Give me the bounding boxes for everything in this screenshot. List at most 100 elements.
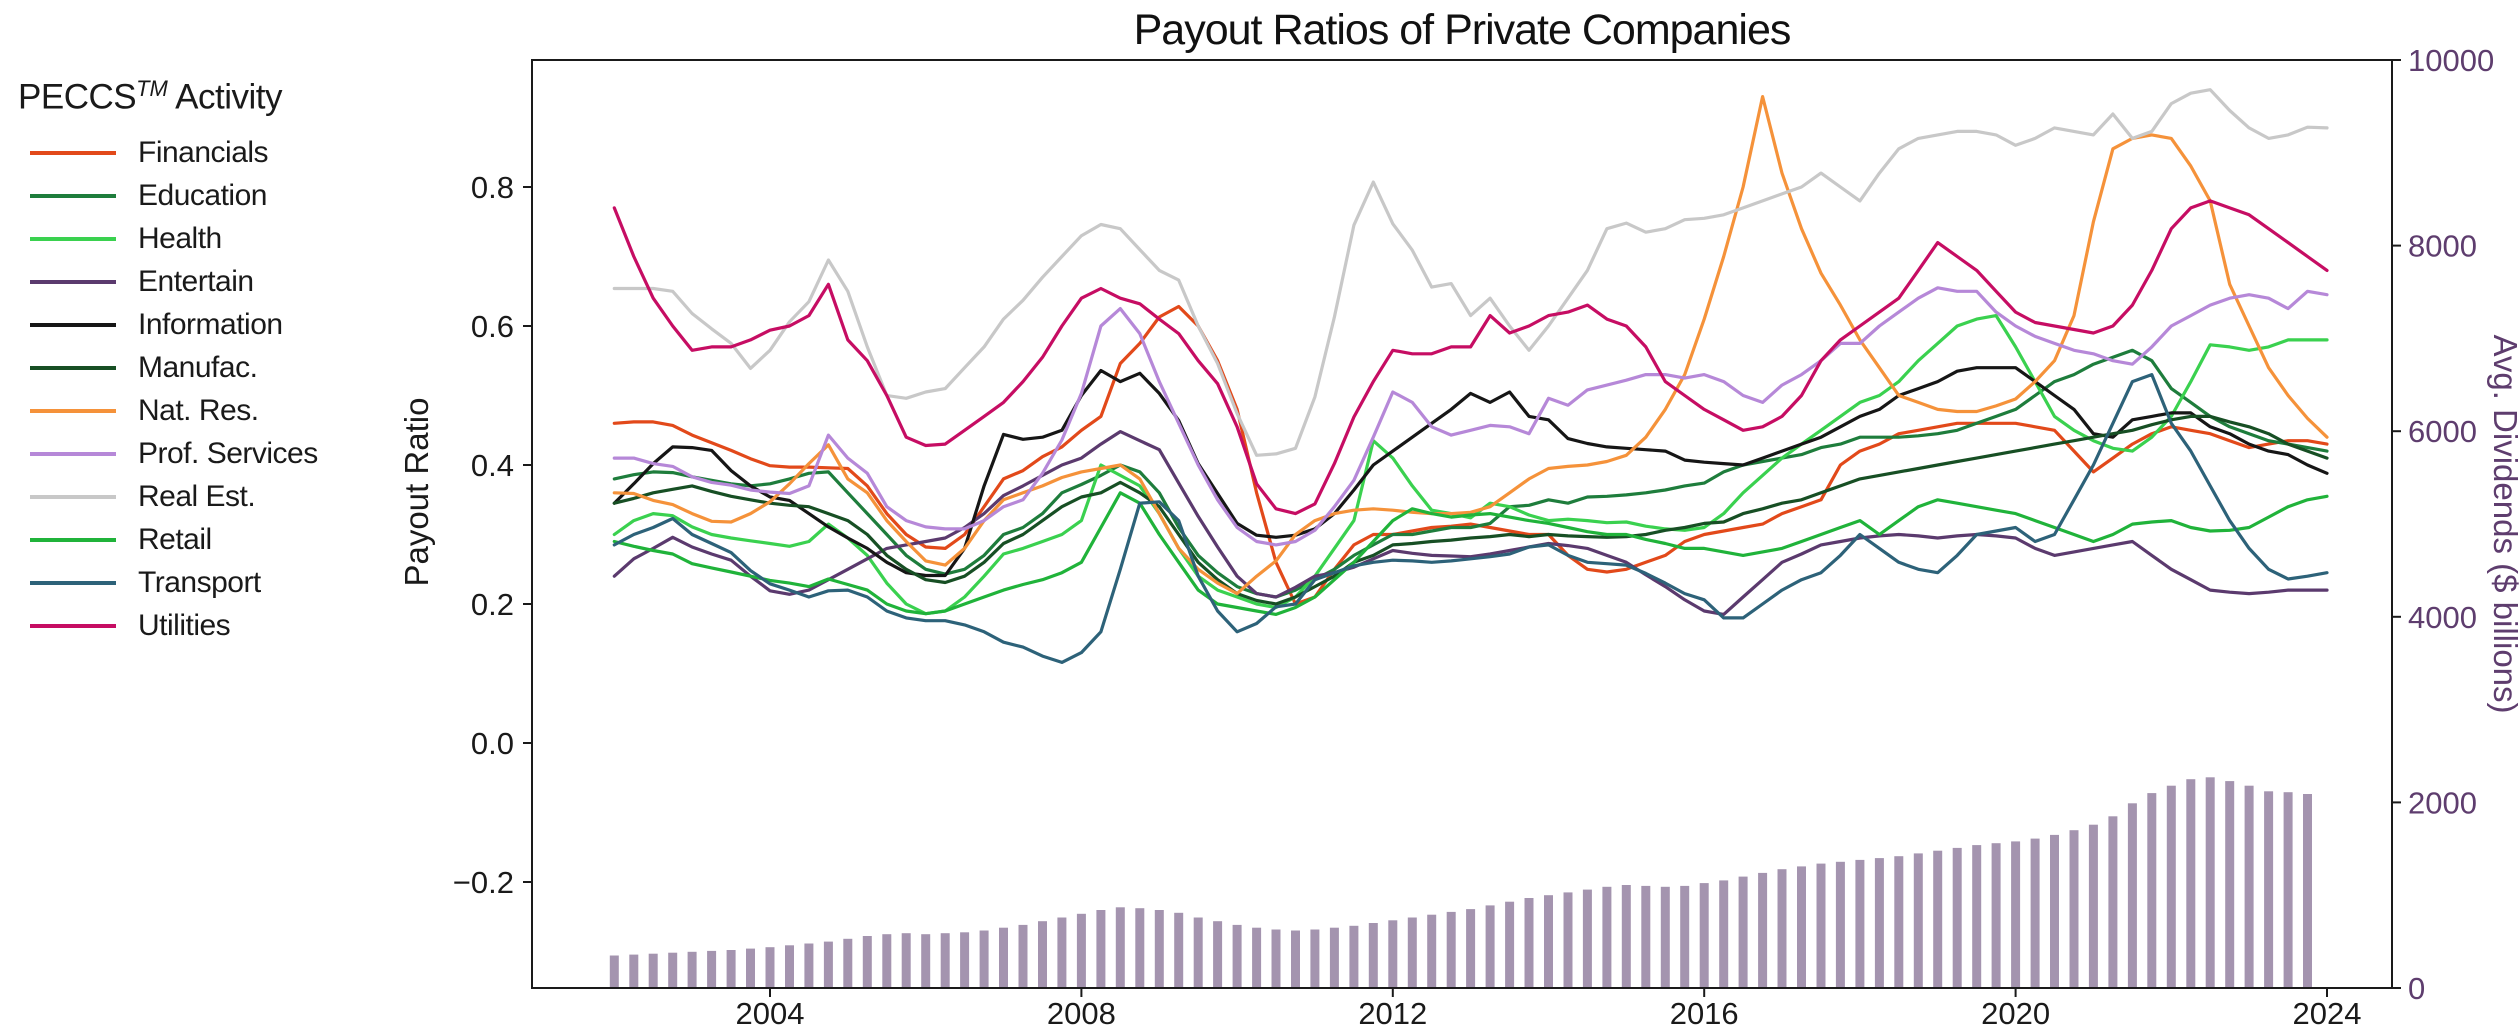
dividend-bar <box>1076 913 1086 988</box>
dividend-bar <box>2108 816 2118 988</box>
legend-label: Financials <box>138 135 269 169</box>
dividend-bar <box>1777 869 1787 988</box>
dividend-bar <box>707 950 717 988</box>
legend-item-financials: Financials <box>12 135 482 169</box>
dividend-bar <box>960 932 970 988</box>
dividend-bar <box>921 934 931 988</box>
dividend-bar <box>2050 834 2059 988</box>
dividend-bar <box>785 945 794 988</box>
dividend-bar <box>2147 793 2157 988</box>
legend-item-manufac: Manufac. <box>12 350 482 384</box>
dividend-bar <box>1174 912 1184 988</box>
dividend-bar <box>804 943 814 988</box>
dividend-bar <box>2011 841 2021 988</box>
legend-item-transport: Transport <box>12 565 482 599</box>
dividend-bar <box>1310 929 1320 988</box>
dividend-bar <box>1972 845 1982 988</box>
dividend-bar <box>1641 885 1651 988</box>
legend: PECCSTM Activity Financials Education Heal… <box>12 76 482 642</box>
legend-label: Retail <box>138 522 212 556</box>
left-tick-label: −0.2 <box>453 865 514 900</box>
series-line-financials <box>612 304 2329 606</box>
dividend-bar <box>1427 914 1437 988</box>
dividend-bar <box>726 950 736 988</box>
dividend-bar <box>2225 781 2235 988</box>
dividend-bar <box>1388 920 1398 988</box>
legend-swatch <box>30 451 116 456</box>
right-tick-label: 6000 <box>2408 414 2477 449</box>
legend-items: Financials Education Health Entertain Inform… <box>12 135 482 642</box>
legend-label: Transport <box>138 565 261 599</box>
x-tick-label: 2012 <box>1358 996 1427 1029</box>
series-line-transport <box>612 373 2329 665</box>
x-tick-label: 2016 <box>1670 996 1739 1029</box>
dividend-bar <box>1252 927 1262 988</box>
legend-swatch <box>30 193 116 198</box>
legend-item-information: Information <box>12 307 482 341</box>
legend-label: Real Est. <box>138 479 256 513</box>
dividend-bar <box>1874 858 1884 988</box>
legend-label: Manufac. <box>138 350 258 384</box>
dividend-bar <box>1719 880 1729 988</box>
legend-item-utilities: Utilities <box>12 609 482 642</box>
dividend-bar <box>1213 921 1223 988</box>
dividend-bar <box>1797 866 1806 988</box>
frame <box>531 59 2393 989</box>
dividend-bar <box>1699 883 1709 988</box>
legend-swatch <box>30 494 116 499</box>
dividend-bar <box>1096 910 1106 988</box>
dividend-bar <box>1271 929 1281 988</box>
dividend-bar <box>1894 856 1904 988</box>
legend-swatch <box>30 408 116 413</box>
legend-label: Entertain <box>138 264 254 298</box>
dividend-bar <box>1855 859 1865 988</box>
dividend-bar <box>2186 779 2196 988</box>
dividend-bar <box>609 955 619 988</box>
legend-swatch <box>30 623 116 628</box>
plot-frame <box>531 59 2393 989</box>
legend-item-education: Education <box>12 179 482 212</box>
dividend-bar <box>2030 838 2040 988</box>
dividend-bar <box>1582 889 1592 988</box>
dividend-bar <box>1835 861 1845 988</box>
dividend-bar <box>1018 924 1028 988</box>
left-tick-label: 0.8 <box>471 170 514 205</box>
legend-swatch <box>30 279 116 284</box>
left-tick-label: 0.6 <box>471 309 514 344</box>
legend-label: Information <box>138 307 283 341</box>
legend-title: PECCSTM Activity <box>18 76 482 118</box>
dividend-bar <box>823 941 833 988</box>
right-tick-label: 10000 <box>2408 43 2494 78</box>
left-axis-label: Payout Ratio <box>398 398 435 587</box>
legend-item-nat-res: Nat. Res. <box>12 394 482 427</box>
dividend-bar <box>979 930 989 988</box>
legend-item-prof-services: Prof. Services <box>12 436 482 470</box>
dividend-bar <box>1349 925 1359 988</box>
dividend-bar <box>1758 872 1768 988</box>
legend-item-entertain: Entertain <box>12 264 482 298</box>
legend-label: Prof. Services <box>138 436 318 470</box>
dividend-bar <box>629 954 639 988</box>
right-axis: 0 2000 4000 6000 8000 10000 <box>2392 43 2494 1006</box>
dividend-bar <box>1446 911 1456 988</box>
dividend-bar <box>2166 785 2176 988</box>
right-tick-label: 2000 <box>2408 785 2477 820</box>
x-tick-label: 2008 <box>1047 996 1116 1029</box>
dividend-bar <box>1563 892 1573 988</box>
left-tick-label: 0.2 <box>471 587 514 622</box>
x-axis: 2004 2008 2012 2016 2020 2024 <box>736 988 2361 1029</box>
dividend-bar <box>1115 907 1125 988</box>
series-line-prof-services <box>612 286 2329 547</box>
dividend-bar <box>2088 824 2098 988</box>
dividend-bar <box>1602 886 1612 988</box>
legend-title-superscript: TM <box>136 76 168 101</box>
dividend-bar <box>1524 898 1534 988</box>
dividend-bar <box>1232 924 1242 988</box>
dividend-bar <box>1135 908 1145 988</box>
legend-item-retail: Retail <box>12 522 482 556</box>
series-line-manufac <box>612 414 2329 606</box>
legend-swatch <box>30 580 116 585</box>
dividend-bar <box>668 952 678 988</box>
dividend-bar <box>1505 901 1515 988</box>
